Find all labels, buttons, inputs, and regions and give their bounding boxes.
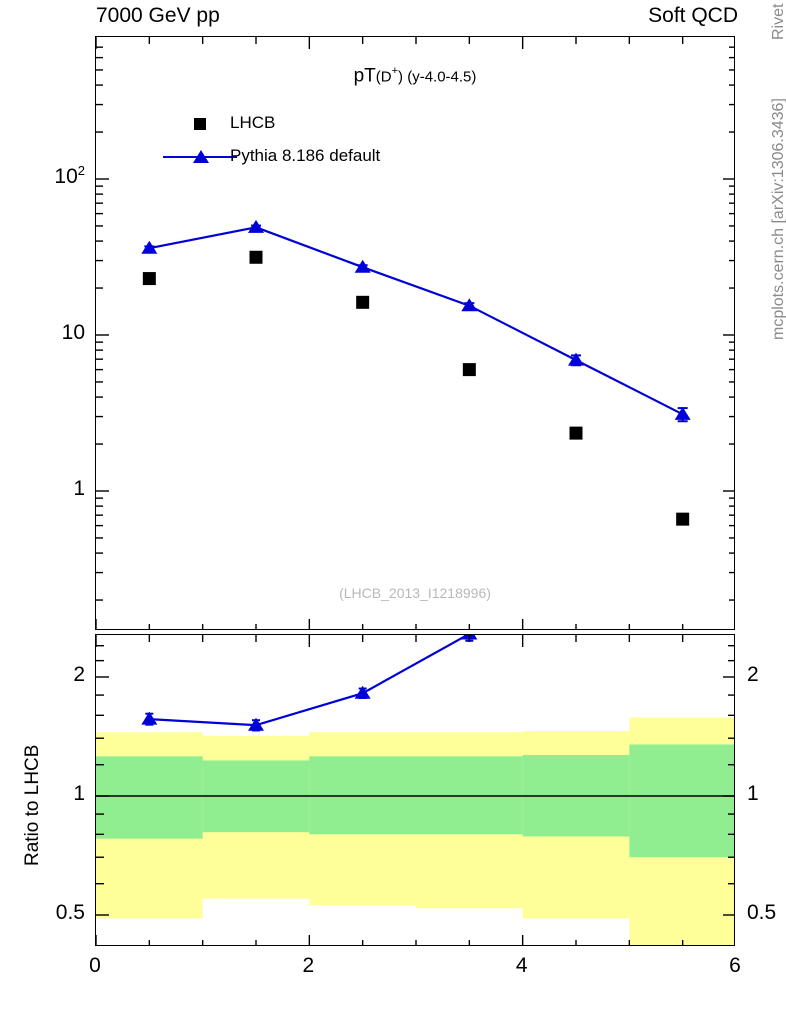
reference-data-point [142, 272, 156, 286]
ratio-data-point [354, 685, 371, 699]
main-plot-canvas [96, 37, 734, 629]
mc-line [149, 226, 684, 416]
mc-data-point [141, 240, 158, 254]
ratio-line [149, 635, 470, 727]
plot-title-charge: + [391, 65, 399, 77]
uncertainty-band-inner [96, 756, 203, 839]
ratio-data-point [248, 717, 264, 731]
ratio-y-axis-label-right-2: 2 [747, 663, 759, 686]
mc-data-point [568, 352, 584, 366]
figure-header: 7000 GeV pp Soft QCD [0, 4, 786, 32]
square-marker-icon [194, 118, 206, 130]
legend-label-lhcb: LHCB [230, 113, 276, 132]
y-axis-label-100: 102 [54, 163, 85, 188]
ratio-y-axis-label-0_5: 0.5 [55, 901, 85, 924]
ratio-plot-canvas [96, 635, 734, 945]
ratio-y-axis-label-right-1: 1 [747, 782, 759, 805]
plot-title-pt: pT [353, 65, 376, 87]
ratio-data-point [141, 711, 158, 725]
mc-data-point [354, 259, 371, 273]
mc-data-point [461, 298, 478, 312]
ratio-y-axis-label-right-0_5: 0.5 [747, 901, 777, 924]
rivet-version-caption: Rivet 3.1.10, 1M events [770, 0, 786, 40]
x-axis-label-2: 2 [302, 954, 315, 977]
x-axis-label-6: 6 [729, 954, 741, 977]
plot-title-rest: ) (y-4.0-4.5) [398, 68, 477, 86]
legend-label-pythia: Pythia 8.186 default [230, 146, 381, 165]
reference-data-point [356, 295, 370, 309]
uncertainty-band-inner [629, 744, 734, 858]
main-plot-panel: pT(D+) (y-4.0-4.5) LHCB Pythia 8.186 def… [95, 36, 735, 630]
analysis-watermark: (LHCB_2013_I1218996) [339, 585, 491, 601]
y-axis-label-10: 10 [61, 321, 85, 344]
reference-data-point [676, 512, 690, 526]
plot-title: pT(D+) (y-4.0-4.5) [96, 65, 734, 87]
beam-energy-label: 7000 GeV pp [96, 4, 220, 27]
mc-data-point [248, 219, 264, 233]
x-axis-label-0: 0 [89, 954, 101, 977]
y-axis-label-1: 1 [73, 477, 85, 500]
mc-data-point [674, 406, 691, 420]
plot-title-paren: (D [375, 68, 392, 86]
ratio-plot-panel [95, 634, 735, 946]
ratio-y-axis-label-1: 1 [73, 782, 85, 805]
process-label: Soft QCD [648, 4, 738, 27]
reference-data-point [249, 250, 263, 264]
x-axis-label-4: 4 [515, 954, 528, 977]
reference-data-point [462, 363, 476, 377]
mcplots-caption: mcplots.cern.ch [arXiv:1306.3436] [770, 98, 786, 340]
ratio-y-axis-label-2: 2 [73, 663, 85, 686]
reference-data-point [569, 426, 583, 440]
ratio-y-axis-title: Ratio to LHCB [22, 744, 43, 866]
triangle-marker-icon [193, 150, 209, 163]
